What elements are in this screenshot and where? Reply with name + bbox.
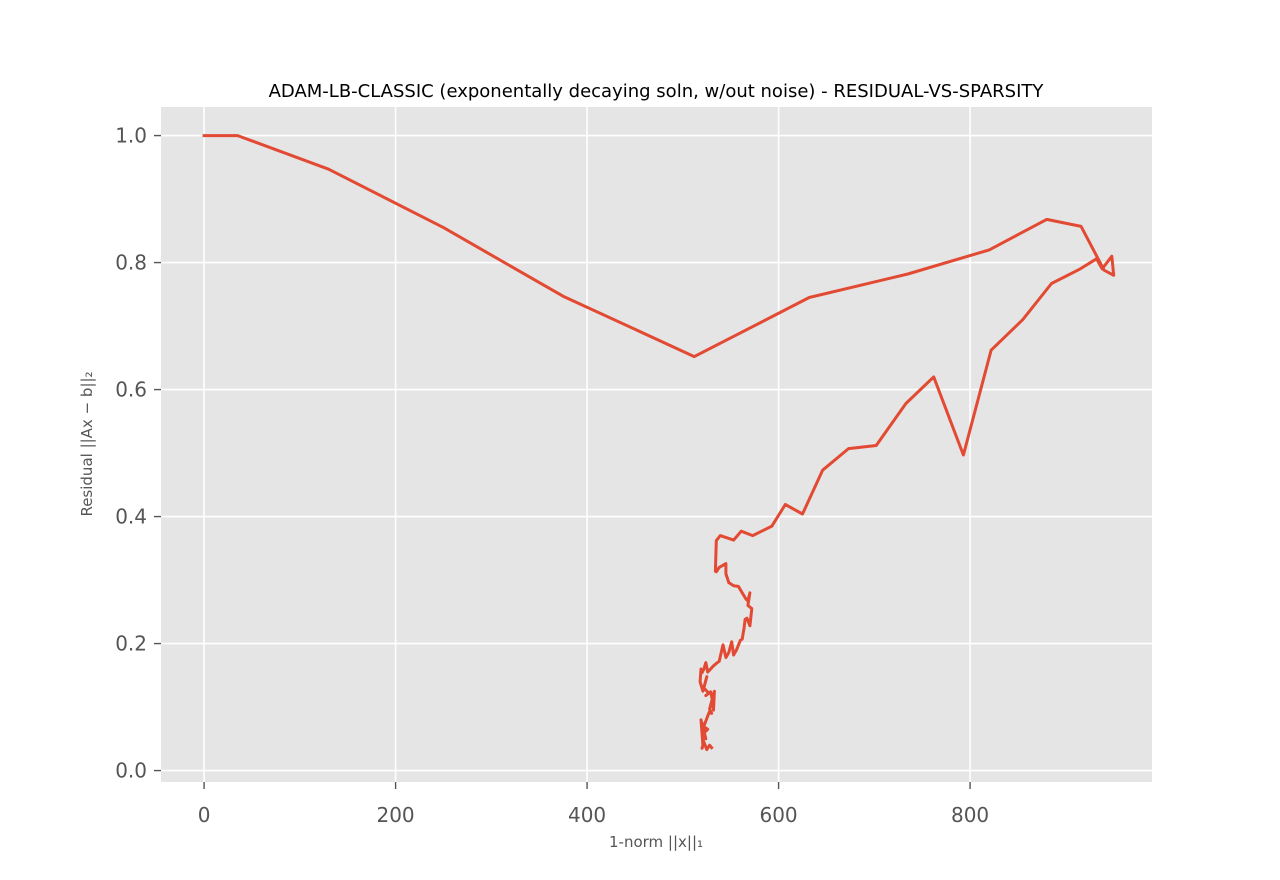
y-tick-layer: 0.0 0.2 0.4 0.6 0.8 1.0	[115, 124, 161, 783]
x-tick-label: 400	[568, 803, 606, 827]
y-tick-label: 0.0	[115, 759, 147, 783]
series-layer	[202, 134, 1116, 752]
grid-layer	[161, 107, 1152, 782]
y-axis-label: Residual ||Ax − b||₂	[78, 371, 96, 516]
x-axis-label: 1-norm ||x||₁	[609, 833, 703, 851]
y-tick-label: 0.8	[115, 251, 147, 275]
x-tick-label: 200	[376, 803, 414, 827]
y-tick-label: 0.6	[115, 378, 147, 402]
y-tick-label: 1.0	[115, 124, 147, 148]
x-tick-label: 600	[759, 803, 797, 827]
plot-area-background	[161, 107, 1152, 782]
x-tick-label: 0	[198, 803, 211, 827]
y-tick-label: 0.4	[115, 505, 147, 529]
series-line	[202, 134, 1116, 752]
y-tick-label: 0.2	[115, 632, 147, 656]
x-tick-layer: 0 200 400 600 800	[198, 782, 989, 827]
x-tick-label: 800	[951, 803, 989, 827]
chart-title: ADAM-LB-CLASSIC (exponentally decaying s…	[269, 81, 1045, 102]
